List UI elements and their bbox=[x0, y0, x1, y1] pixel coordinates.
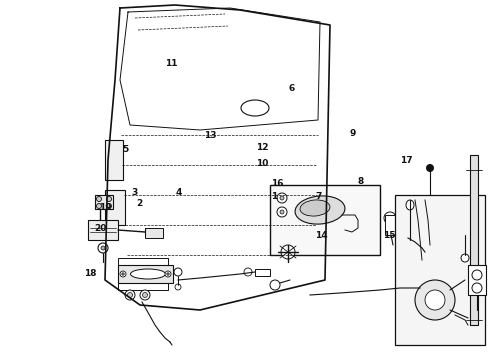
Circle shape bbox=[175, 284, 181, 290]
Circle shape bbox=[167, 273, 169, 275]
Text: 12: 12 bbox=[256, 143, 269, 152]
Bar bbox=[118, 265, 173, 283]
Text: 11: 11 bbox=[165, 59, 178, 68]
Ellipse shape bbox=[406, 200, 414, 210]
Circle shape bbox=[270, 280, 280, 290]
Circle shape bbox=[280, 196, 284, 200]
Circle shape bbox=[97, 203, 101, 208]
Circle shape bbox=[165, 271, 171, 277]
Bar bbox=[118, 258, 168, 290]
Text: 5: 5 bbox=[122, 145, 128, 154]
Circle shape bbox=[98, 243, 108, 253]
Bar bbox=[145, 228, 163, 238]
Ellipse shape bbox=[300, 200, 330, 216]
Bar bbox=[105, 140, 123, 180]
Circle shape bbox=[120, 271, 126, 277]
Bar bbox=[468, 265, 486, 295]
Circle shape bbox=[106, 203, 112, 208]
Ellipse shape bbox=[295, 196, 345, 224]
Bar bbox=[88, 220, 118, 240]
Bar bbox=[420, 283, 435, 295]
Circle shape bbox=[384, 212, 396, 224]
Circle shape bbox=[277, 207, 287, 217]
Text: 17: 17 bbox=[400, 156, 413, 165]
Circle shape bbox=[106, 197, 112, 202]
Ellipse shape bbox=[241, 100, 269, 116]
Text: 20: 20 bbox=[94, 224, 107, 233]
Text: 10: 10 bbox=[256, 159, 269, 168]
Circle shape bbox=[472, 283, 482, 293]
Text: 15: 15 bbox=[383, 231, 396, 240]
Circle shape bbox=[461, 254, 469, 262]
Circle shape bbox=[280, 210, 284, 214]
Circle shape bbox=[426, 165, 434, 171]
Bar bbox=[105, 190, 125, 225]
Circle shape bbox=[125, 290, 135, 300]
Circle shape bbox=[472, 270, 482, 280]
Circle shape bbox=[97, 197, 101, 202]
Text: 16: 16 bbox=[270, 179, 283, 188]
Circle shape bbox=[281, 245, 295, 259]
Circle shape bbox=[101, 246, 105, 250]
Text: 3: 3 bbox=[132, 188, 138, 197]
Circle shape bbox=[143, 292, 147, 297]
Bar bbox=[255, 269, 270, 276]
Text: 1: 1 bbox=[271, 192, 277, 201]
Text: 18: 18 bbox=[84, 269, 97, 278]
Text: 4: 4 bbox=[175, 188, 182, 197]
Text: 13: 13 bbox=[204, 131, 217, 140]
Bar bbox=[470, 155, 478, 325]
Text: 19: 19 bbox=[99, 202, 112, 211]
Text: 7: 7 bbox=[315, 192, 322, 201]
Bar bbox=[385, 215, 395, 235]
Circle shape bbox=[244, 268, 252, 276]
Circle shape bbox=[277, 193, 287, 203]
Bar bbox=[395, 195, 485, 345]
Text: 14: 14 bbox=[315, 231, 327, 240]
Ellipse shape bbox=[130, 269, 166, 279]
Circle shape bbox=[127, 292, 132, 297]
Text: 9: 9 bbox=[349, 129, 356, 138]
Text: 6: 6 bbox=[289, 84, 294, 93]
Bar bbox=[95, 195, 113, 209]
Bar bbox=[270, 185, 380, 255]
Circle shape bbox=[174, 268, 182, 276]
Circle shape bbox=[415, 280, 455, 320]
Circle shape bbox=[425, 290, 445, 310]
Text: 8: 8 bbox=[357, 177, 363, 186]
Circle shape bbox=[122, 273, 124, 275]
Circle shape bbox=[140, 290, 150, 300]
Text: 2: 2 bbox=[137, 199, 143, 208]
